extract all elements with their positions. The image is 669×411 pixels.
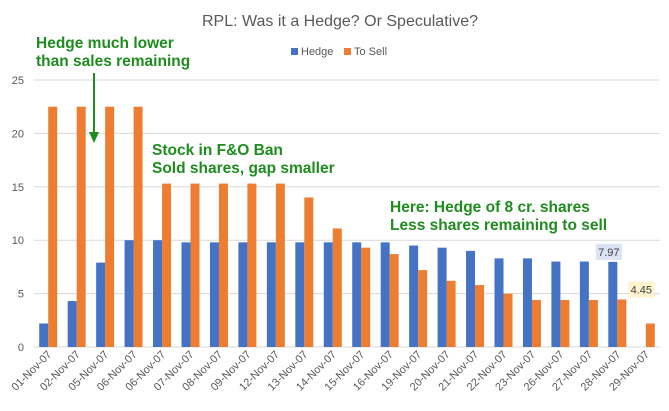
bar-hedge xyxy=(522,258,532,347)
bar-hedge xyxy=(67,301,77,347)
bar-hedge xyxy=(323,242,333,347)
annotation-text: Stock in F&O Ban xyxy=(152,142,283,159)
legend: Hedge To Sell xyxy=(291,46,387,58)
bar-to-sell xyxy=(560,300,570,347)
data-label-bg xyxy=(595,243,622,260)
data-label: 7.97 xyxy=(598,247,619,259)
y-tick-label: 5 xyxy=(18,289,24,301)
annotation-fo-ban: Stock in F&O Ban Sold shares, gap smalle… xyxy=(152,142,335,177)
bar-hedge xyxy=(380,242,390,347)
bar-hedge xyxy=(608,261,618,347)
bar-to-sell xyxy=(275,183,285,347)
legend-label-to-sell: To Sell xyxy=(354,46,387,58)
bar-to-sell xyxy=(531,300,541,347)
bar-to-sell xyxy=(304,197,314,347)
y-tick-label: 20 xyxy=(12,128,24,140)
bar-to-sell xyxy=(162,183,172,347)
legend-swatch-to-sell xyxy=(344,48,351,55)
bar-to-sell xyxy=(133,106,143,347)
y-axis: 0 5 10 15 20 25 xyxy=(12,75,24,354)
bar-to-sell xyxy=(76,106,86,347)
bar-hedge xyxy=(409,245,419,347)
bar-hedge xyxy=(352,242,362,347)
bar-to-sell xyxy=(503,293,513,347)
annotation-text: Hedge much lower xyxy=(36,35,174,52)
bar-hedge xyxy=(238,242,248,347)
bar-to-sell xyxy=(446,280,456,347)
bar-to-sell xyxy=(105,106,115,347)
annotation-text: Here: Hedge of 8 cr. shares xyxy=(390,199,590,216)
annotation-hedge-lower: Hedge much lower than sales remaining xyxy=(36,35,190,70)
bar-to-sell xyxy=(247,183,257,347)
bar-to-sell xyxy=(218,183,228,347)
legend-swatch-hedge xyxy=(291,48,298,55)
bar-to-sell xyxy=(361,247,371,347)
annotation-arrow xyxy=(89,73,99,143)
bar-hedge xyxy=(181,242,191,347)
legend-label-hedge: Hedge xyxy=(301,46,333,58)
chart-title: RPL: Was it a Hedge? Or Speculative? xyxy=(202,13,478,30)
data-label: 4.45 xyxy=(631,284,652,296)
annotation-text: than sales remaining xyxy=(36,53,190,70)
bar-hedge xyxy=(437,247,447,347)
bar-hedge xyxy=(96,262,106,347)
bar-hedge xyxy=(579,261,589,347)
annotation-text: Sold shares, gap smaller xyxy=(152,160,335,177)
annotation-hedge-8cr: Here: Hedge of 8 cr. shares Less shares … xyxy=(390,199,607,234)
bar-hedge xyxy=(466,250,476,347)
annotation-text: Less shares remaining to sell xyxy=(390,217,607,234)
bar-to-sell xyxy=(48,106,58,347)
bar-hedge xyxy=(494,258,504,347)
bar-hedge xyxy=(295,242,305,347)
y-tick-label: 25 xyxy=(12,75,24,87)
bars xyxy=(39,106,655,347)
y-tick-label: 0 xyxy=(18,342,24,354)
bar-hedge xyxy=(153,240,163,347)
bar-to-sell xyxy=(389,254,399,347)
bar-to-sell xyxy=(588,300,598,347)
bar-to-sell xyxy=(475,285,485,347)
bar-hedge xyxy=(39,323,49,347)
y-tick-label: 15 xyxy=(12,182,24,194)
y-tick-label: 10 xyxy=(12,235,24,247)
data-label-bg xyxy=(628,281,655,298)
x-axis: 01-Nov-0702-Nov-0705-Nov-0706-Nov-0706-N… xyxy=(10,349,652,394)
data-labels: 7.97 4.45 xyxy=(595,243,655,298)
bar-hedge xyxy=(266,242,276,347)
bar-hedge xyxy=(124,240,134,347)
bar-to-sell xyxy=(418,270,428,347)
bar-hedge xyxy=(551,261,561,347)
bar-to-sell xyxy=(617,299,627,347)
arrow-head xyxy=(89,132,99,143)
bar-hedge xyxy=(209,242,219,347)
bar-to-sell xyxy=(332,228,342,347)
bar-to-sell xyxy=(190,183,200,347)
bar-to-sell xyxy=(645,323,655,347)
